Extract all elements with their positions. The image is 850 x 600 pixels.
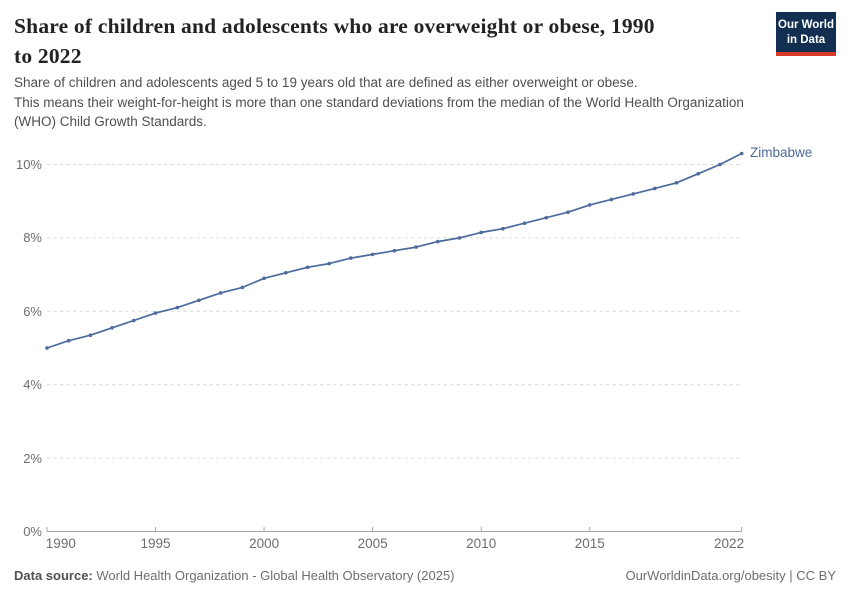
- chart-title: Share of children and adolescents who ar…: [14, 11, 655, 71]
- chart-title-line-2: to 2022: [14, 44, 82, 69]
- y-axis-tick-label: 8%: [23, 230, 42, 246]
- data-point-marker: [284, 271, 288, 275]
- x-axis-tick-label: 2000: [249, 536, 280, 551]
- y-axis-tick-label: 10%: [15, 157, 42, 172]
- data-point-marker: [414, 245, 418, 249]
- data-point-marker: [305, 265, 310, 270]
- data-point-marker: [522, 221, 527, 225]
- x-axis-tick-label: 2022: [714, 536, 745, 551]
- line-series-zimbabwe: [46, 152, 743, 349]
- chart-subtitle-line-1: Share of children and adolescents aged 5…: [14, 75, 638, 90]
- data-point-marker: [544, 215, 549, 220]
- data-point-marker: [436, 239, 440, 244]
- data-point-marker: [132, 318, 136, 323]
- data-point-marker: [501, 226, 505, 231]
- x-axis-tick-label: 1990: [45, 536, 76, 551]
- data-point-marker: [45, 346, 49, 350]
- chart-subtitle-line-2: This means their weight-for-height is mo…: [14, 94, 744, 110]
- data-point-marker: [739, 151, 744, 156]
- data-point-marker: [327, 261, 332, 266]
- data-point-marker: [370, 252, 375, 257]
- data-point-marker: [674, 181, 679, 185]
- y-axis-tick-label: 2%: [23, 450, 42, 466]
- x-axis-tick-label: 1995: [140, 536, 171, 551]
- data-point-marker: [66, 338, 71, 343]
- data-point-marker: [631, 192, 635, 196]
- data-point-marker: [153, 311, 158, 315]
- chart-footer: Data source: World Health Organization -…: [14, 568, 836, 583]
- x-axis-tick-label: 2010: [466, 536, 497, 551]
- data-point-marker: [457, 236, 462, 240]
- data-point-marker: [88, 333, 93, 338]
- data-source-note: Data source: World Health Organization -…: [14, 568, 455, 583]
- data-point-marker: [718, 162, 722, 167]
- data-point-marker: [218, 291, 223, 295]
- data-point-marker: [392, 248, 397, 253]
- data-point-marker: [609, 197, 614, 202]
- data-point-marker: [262, 276, 266, 281]
- owid-logo-line-1: Our World: [778, 19, 835, 31]
- x-axis-tick-label: 2015: [574, 536, 605, 551]
- y-axis-tick-label: 0%: [23, 524, 42, 539]
- data-point-marker: [240, 285, 245, 290]
- y-axis-tick-label: 4%: [23, 377, 42, 393]
- chart-title-line-1: Share of children and adolescents who ar…: [14, 14, 655, 38]
- chart-subtitle-line-3: (WHO) Child Growth Standards.: [14, 114, 207, 130]
- data-point-marker: [175, 305, 180, 310]
- series-label-zimbabwe: Zimbabwe: [750, 144, 813, 160]
- owid-logo-line-2: in Data: [786, 33, 826, 46]
- data-point-marker: [349, 256, 353, 260]
- y-axis-tick-label: 6%: [23, 303, 42, 319]
- x-axis-tick-label: 2005: [357, 536, 388, 551]
- chart-subtitle: Share of children and adolescents aged 5…: [14, 73, 744, 132]
- data-source-text: World Health Organization - Global Healt…: [92, 568, 455, 583]
- data-point-marker: [653, 186, 657, 191]
- data-point-marker: [566, 210, 570, 214]
- owid-logo[interactable]: Our World in Data: [776, 12, 836, 57]
- data-point-marker: [197, 298, 201, 303]
- data-source-label: Data source:: [14, 568, 93, 583]
- data-point-marker: [696, 171, 701, 176]
- data-point-marker: [479, 230, 484, 235]
- data-point-marker: [587, 203, 592, 207]
- footer-link[interactable]: OurWorldinData.org/obesity | CC BY: [625, 568, 837, 583]
- data-point-marker: [110, 326, 114, 330]
